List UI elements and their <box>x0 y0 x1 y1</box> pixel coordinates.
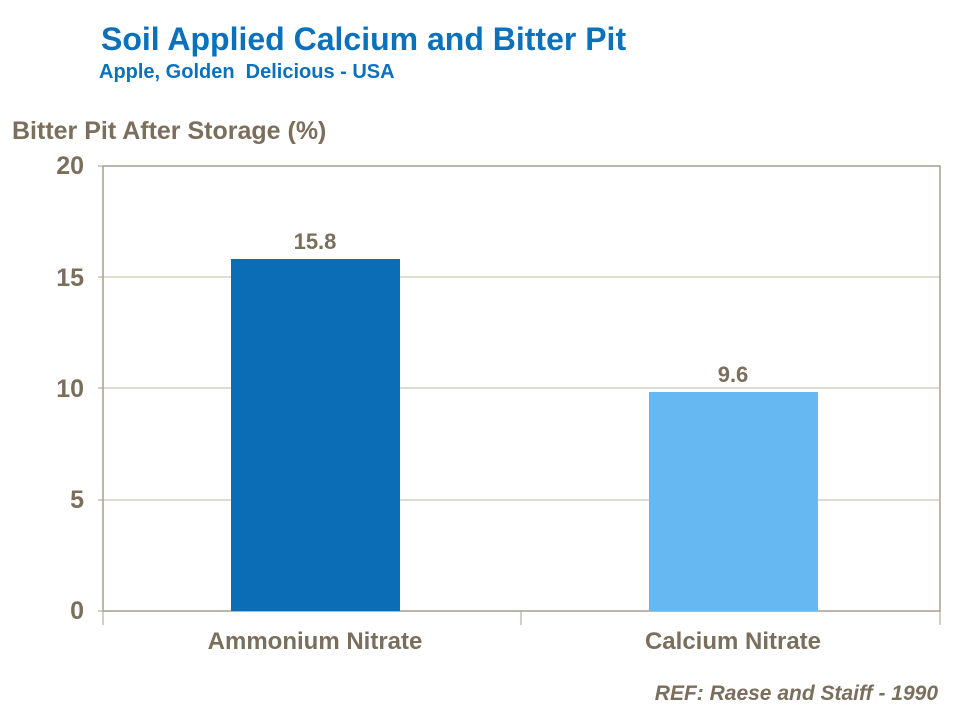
svg-text:Ammonium Nitrate: Ammonium Nitrate <box>208 628 423 655</box>
svg-text:Calcium Nitrate: Calcium Nitrate <box>645 628 821 655</box>
svg-text:20: 20 <box>56 152 84 180</box>
svg-text:9.6: 9.6 <box>718 362 749 387</box>
svg-text:5: 5 <box>70 486 84 514</box>
svg-text:10: 10 <box>56 375 84 403</box>
svg-text:0: 0 <box>70 597 84 625</box>
svg-text:15.8: 15.8 <box>294 229 337 254</box>
svg-text:REF: Raese and Staiff - 1990: REF: Raese and Staiff - 1990 <box>655 682 939 705</box>
svg-text:15: 15 <box>56 264 84 292</box>
